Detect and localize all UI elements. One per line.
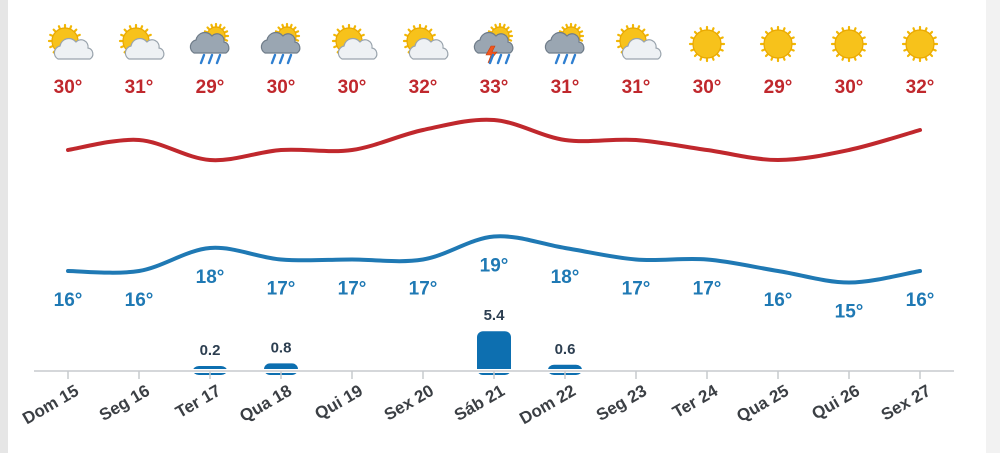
max-temp-label: 31° [551, 77, 580, 98]
min-temp-label: 16° [764, 290, 793, 311]
day-label: Qui 26 [808, 381, 863, 423]
max-temp-label: 30° [338, 77, 367, 98]
partly-cloudy-icon [402, 23, 449, 60]
day-label: Sex 20 [381, 381, 437, 424]
partly-cloudy-icon [47, 23, 94, 60]
max-temp-label: 31° [125, 77, 154, 98]
day-label: Qua 18 [236, 381, 295, 426]
max-temp-line [66, 117, 922, 163]
max-temp-label: 30° [267, 77, 296, 98]
day-label: Seg 23 [593, 381, 650, 425]
precipitation-label: 0.8 [271, 339, 292, 356]
max-temp-label: 33° [480, 77, 509, 98]
precipitation-label: 5.4 [484, 307, 506, 324]
min-temp-line [66, 234, 922, 285]
max-temp-label: 32° [409, 77, 438, 98]
day-label: Ter 17 [172, 381, 224, 422]
min-temp-label: 18° [551, 267, 580, 288]
sun-icon [901, 25, 939, 63]
day-label: Qua 25 [733, 381, 792, 426]
precipitation-label: 0.2 [200, 342, 221, 359]
partly-cloudy-icon [331, 23, 378, 60]
right-divider [986, 0, 1000, 453]
min-temp-label: 17° [693, 279, 722, 300]
day-label: Sex 27 [878, 381, 934, 424]
day-label: Dom 22 [516, 381, 579, 428]
thunderstorm-icon [473, 22, 514, 65]
rain-cloud-icon [189, 22, 230, 65]
max-temp-label: 29° [196, 77, 225, 98]
sun-icon [830, 25, 868, 63]
day-label: Sáb 21 [451, 381, 508, 425]
sun-icon [688, 25, 726, 63]
min-temp-label: 16° [906, 290, 935, 311]
min-temp-label: 17° [267, 279, 296, 300]
max-temp-label: 32° [906, 77, 935, 98]
partly-cloudy-icon [118, 23, 165, 60]
min-temp-label: 15° [835, 302, 864, 323]
day-label: Qui 19 [311, 381, 366, 423]
precipitation-label: 0.6 [555, 341, 576, 358]
day-label: Seg 16 [96, 381, 153, 425]
min-temp-label: 19° [480, 256, 509, 277]
max-temp-label: 30° [693, 77, 722, 98]
sun-icon [759, 25, 797, 63]
max-temp-label: 30° [54, 77, 83, 98]
left-divider [0, 0, 8, 453]
min-temp-label: 17° [622, 279, 651, 300]
min-temp-label: 18° [196, 267, 225, 288]
max-temp-label: 29° [764, 77, 793, 98]
precipitation-bar [477, 331, 511, 375]
rain-cloud-icon [544, 22, 585, 65]
min-temp-label: 16° [54, 290, 83, 311]
rain-cloud-icon [260, 22, 301, 65]
day-label: Dom 15 [19, 381, 82, 428]
min-temp-label: 16° [125, 290, 154, 311]
day-label: Ter 24 [669, 381, 721, 422]
partly-cloudy-icon [615, 23, 662, 60]
min-temp-label: 17° [409, 279, 438, 300]
max-temp-label: 31° [622, 77, 651, 98]
max-temp-label: 30° [835, 77, 864, 98]
min-temp-label: 17° [338, 279, 367, 300]
